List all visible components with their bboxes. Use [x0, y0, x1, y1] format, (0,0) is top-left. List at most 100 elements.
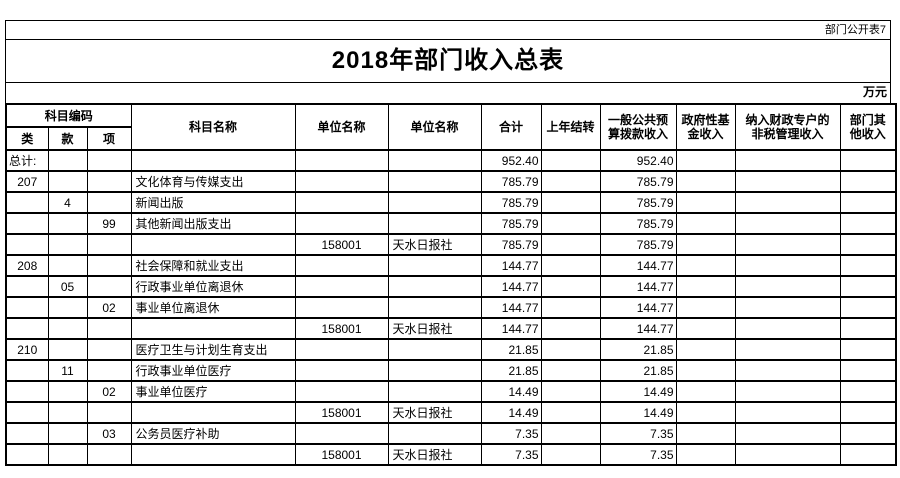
page-title: 2018年部门收入总表	[331, 47, 565, 74]
cell-gov-fund	[675, 443, 736, 466]
cell-other	[839, 275, 897, 298]
cell-unit-code	[294, 212, 389, 235]
cell-nontax	[734, 170, 841, 193]
cell-item-code: 02	[86, 296, 132, 319]
cell-section-code	[47, 317, 88, 340]
cell-unit-name	[387, 359, 482, 382]
cell-carryover	[540, 212, 601, 235]
cell-gov-fund	[675, 359, 736, 382]
table-row: 208 社会保障和就业支出 144.77 144.77	[5, 254, 897, 277]
table-row: 158001 天水日报社 785.79 785.79	[5, 233, 897, 256]
cell-item-code	[86, 275, 132, 298]
cell-class-code	[5, 191, 49, 214]
table-body: 总计: 952.40 952.40 207 文化体育与传媒支出 785.79 7…	[5, 149, 897, 466]
cell-unit-code	[294, 149, 389, 172]
cell-unit-name: 天水日报社	[387, 317, 482, 340]
header-gov-fund: 政府性基 金收入	[675, 103, 736, 151]
cell-class-code	[5, 380, 49, 403]
cell-subject-name: 文化体育与传媒支出	[130, 170, 296, 193]
cell-total: 144.77	[480, 296, 542, 319]
cell-general-budget: 785.79	[599, 233, 677, 256]
cell-class-code	[5, 401, 49, 424]
cell-carryover	[540, 296, 601, 319]
cell-subject-name	[130, 443, 296, 466]
cell-carryover	[540, 338, 601, 361]
cell-item-code	[86, 317, 132, 340]
cell-item-code	[86, 401, 132, 424]
cell-unit-code: 158001	[294, 401, 389, 424]
cell-nontax	[734, 296, 841, 319]
header-general-budget: 一般公共预 算拨款收入	[599, 103, 677, 151]
cell-section-code	[47, 401, 88, 424]
cell-gov-fund	[675, 401, 736, 424]
cell-subject-name	[130, 233, 296, 256]
table-row: 05 行政事业单位离退休 144.77 144.77	[5, 275, 897, 298]
cell-unit-code	[294, 359, 389, 382]
cell-carryover	[540, 317, 601, 340]
cell-other	[839, 254, 897, 277]
cell-item-code	[86, 191, 132, 214]
cell-general-budget: 144.77	[599, 317, 677, 340]
cell-total: 14.49	[480, 380, 542, 403]
cell-class-code: 210	[5, 338, 49, 361]
cell-item-code: 03	[86, 422, 132, 445]
cell-unit-name	[387, 254, 482, 277]
cell-class-code	[5, 275, 49, 298]
cell-general-budget: 785.79	[599, 170, 677, 193]
cell-other	[839, 338, 897, 361]
cell-class-code	[5, 359, 49, 382]
cell-gov-fund	[675, 212, 736, 235]
table-row: 4 新闻出版 785.79 785.79	[5, 191, 897, 214]
cell-general-budget: 14.49	[599, 380, 677, 403]
cell-nontax	[734, 317, 841, 340]
cell-unit-name	[387, 212, 482, 235]
cell-class-code	[5, 422, 49, 445]
cell-item-code: 02	[86, 380, 132, 403]
unit-note-bar: 万元	[5, 82, 891, 103]
cell-class-code: 208	[5, 254, 49, 277]
cell-carryover	[540, 254, 601, 277]
cell-subject-name	[130, 149, 296, 172]
cell-class-code	[5, 317, 49, 340]
cell-total: 144.77	[480, 275, 542, 298]
cell-general-budget: 21.85	[599, 338, 677, 361]
cell-nontax	[734, 149, 841, 172]
cell-general-budget: 144.77	[599, 296, 677, 319]
cell-section-code	[47, 212, 88, 235]
cell-general-budget: 785.79	[599, 212, 677, 235]
header-subject-code: 科目编码	[5, 103, 132, 128]
cell-total: 785.79	[480, 212, 542, 235]
cell-unit-code	[294, 254, 389, 277]
cell-section-code: 05	[47, 275, 88, 298]
cell-gov-fund	[675, 317, 736, 340]
cell-subject-name: 新闻出版	[130, 191, 296, 214]
header-section: 款	[47, 126, 88, 151]
cell-unit-code	[294, 338, 389, 361]
cell-total: 785.79	[480, 191, 542, 214]
cell-other	[839, 149, 897, 172]
cell-unit-name: 天水日报社	[387, 443, 482, 466]
cell-unit-code: 158001	[294, 443, 389, 466]
cell-gov-fund	[675, 191, 736, 214]
header-class: 类	[5, 126, 49, 151]
cell-other	[839, 191, 897, 214]
table-row: 总计: 952.40 952.40	[5, 149, 897, 172]
cell-subject-name: 医疗卫生与计划生育支出	[130, 338, 296, 361]
cell-other	[839, 296, 897, 319]
cell-general-budget: 144.77	[599, 254, 677, 277]
cell-item-code	[86, 149, 132, 172]
cell-unit-name	[387, 422, 482, 445]
cell-class-code: 207	[5, 170, 49, 193]
cell-carryover	[540, 233, 601, 256]
cell-other	[839, 401, 897, 424]
cell-gov-fund	[675, 338, 736, 361]
cell-carryover	[540, 170, 601, 193]
cell-subject-name: 其他新闻出版支出	[130, 212, 296, 235]
table-row: 158001 天水日报社 14.49 14.49	[5, 401, 897, 424]
table-row: 207 文化体育与传媒支出 785.79 785.79	[5, 170, 897, 193]
cell-section-code	[47, 254, 88, 277]
cell-general-budget: 785.79	[599, 191, 677, 214]
cell-section-code	[47, 443, 88, 466]
cell-subject-name: 事业单位医疗	[130, 380, 296, 403]
cell-nontax	[734, 380, 841, 403]
